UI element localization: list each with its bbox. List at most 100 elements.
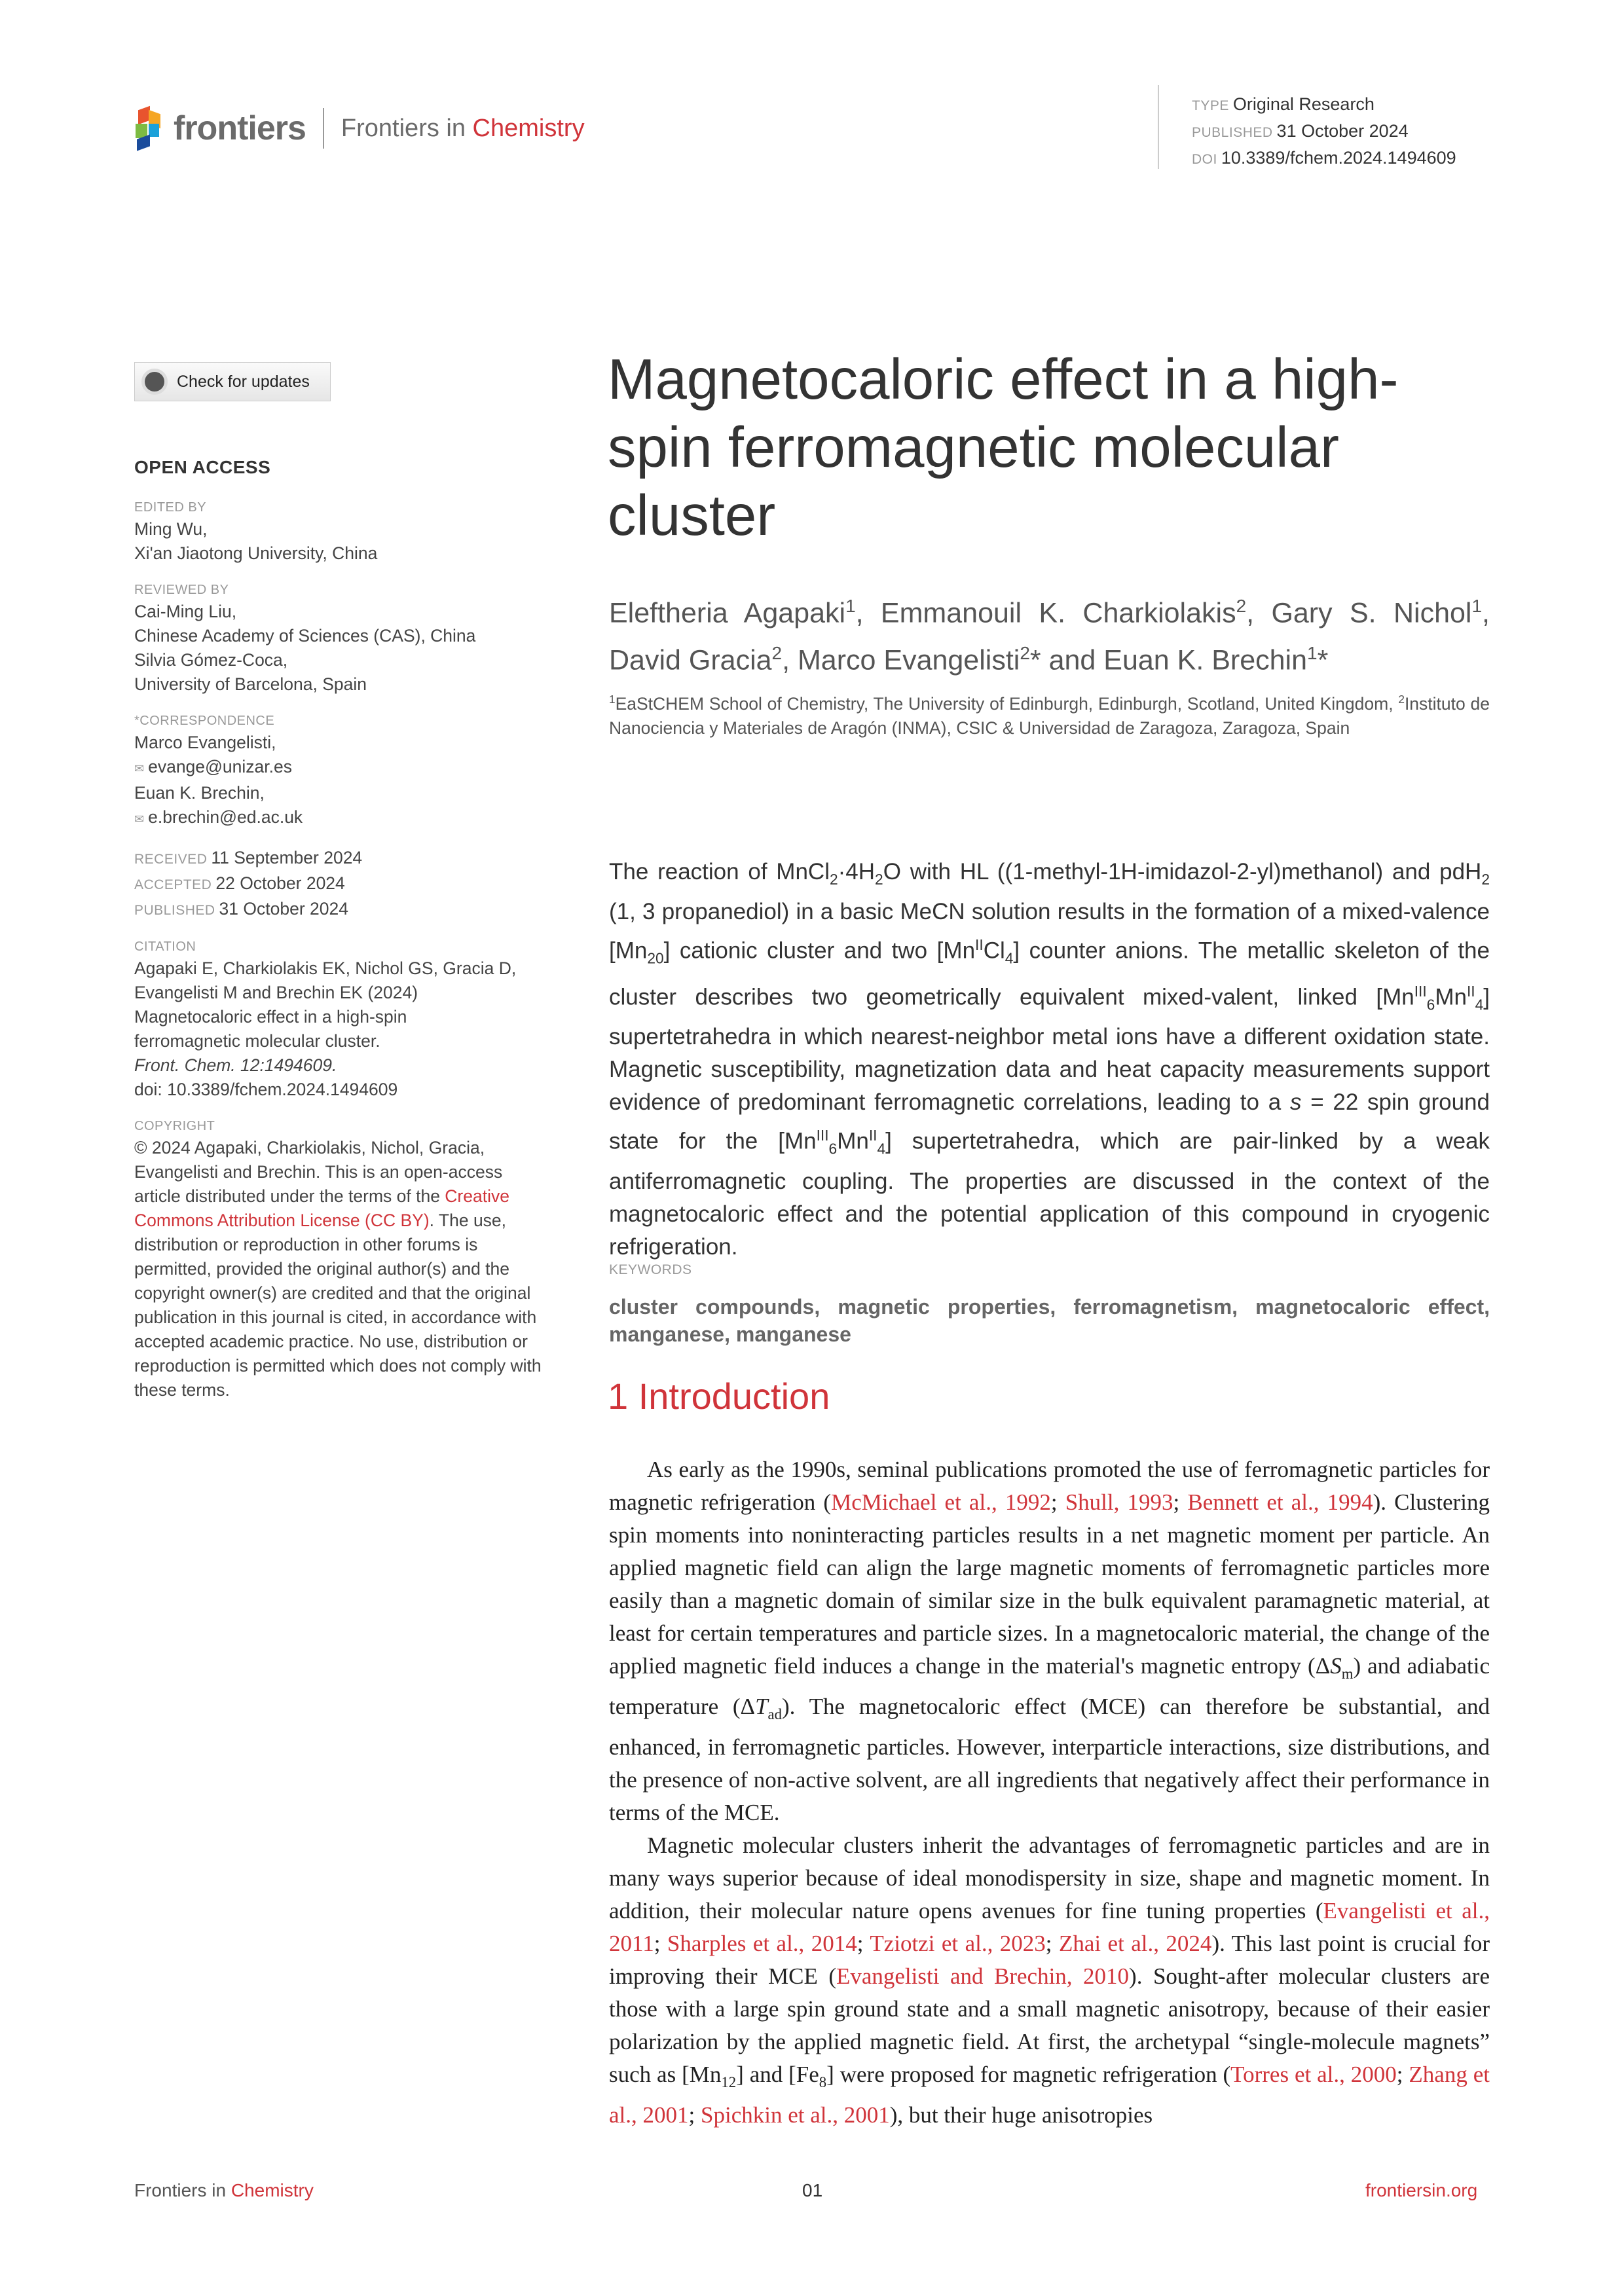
text-run: ). The magnetocaloric effect (MCE) can t… — [609, 1694, 1490, 1825]
text-run: ] supertetrahedra in which nearest-neigh… — [609, 984, 1490, 1116]
text-run: 2 — [1236, 596, 1247, 616]
text-run: S — [1330, 1653, 1342, 1679]
text-run: 6 — [1426, 996, 1435, 1013]
text-run: , Gary S. Nichol — [1246, 597, 1472, 629]
frontiers-logo[interactable]: frontiers Frontiers in Chemistry — [134, 105, 585, 151]
citation-link[interactable]: Evangelisti et al., 2011 — [609, 1898, 1490, 1956]
text-run: 2 — [829, 871, 838, 888]
text-run: Eleftheria Agapaki — [609, 597, 846, 629]
cc-by-license-link[interactable]: Creative Commons Attribution License (CC… — [134, 1186, 509, 1230]
text-run: Mn — [837, 1128, 869, 1154]
text-run: 6 — [828, 1140, 838, 1157]
article-doi: DOI 10.3389/fchem.2024.1494609 — [1192, 148, 1456, 168]
text-run: 20 — [647, 949, 664, 967]
copyright: COPYRIGHT © 2024 Agapaki, Charkiolakis, … — [134, 1119, 542, 1400]
citation-link[interactable]: Evangelisti and Brechin, 2010 — [836, 1963, 1130, 1989]
header-divider — [1158, 85, 1159, 169]
article-title: Magnetocaloric effect in a high-spin fer… — [608, 348, 1399, 547]
footer-journal: Frontiers in Chemistry — [134, 2180, 314, 2200]
text-run: 1 — [1471, 596, 1483, 616]
logo-divider — [322, 108, 324, 149]
crossmark-icon — [141, 369, 168, 395]
section-heading: 1 Introduction — [608, 1376, 830, 1417]
text-run: , David Gracia — [609, 597, 1490, 676]
citation: CITATION Agapaki E, Charkiolakis EK, Nic… — [134, 939, 517, 1099]
citation-link[interactable]: Zhang et al., 2001 — [609, 2062, 1490, 2128]
text-run: III — [1414, 982, 1427, 1000]
text-run: ; — [1045, 1931, 1059, 1956]
text-run: * — [1317, 644, 1329, 676]
email-link[interactable]: evange@unizar.es — [134, 755, 553, 781]
text-run: The reaction of MnCl — [609, 859, 830, 884]
text-run: 2 — [875, 871, 883, 888]
text-run: 1 — [609, 693, 616, 706]
text-run: s — [1289, 1089, 1302, 1116]
text-run: , Marco Evangelisti — [782, 644, 1020, 676]
text-run: ). Sought-after molecular clusters are t… — [609, 1963, 1490, 2087]
journal-name: Frontiers in Chemistry — [341, 114, 585, 142]
footer-site-link[interactable]: frontiersin.org — [1365, 2180, 1478, 2200]
text-run: ] supertetrahedra, which are pair-linked… — [609, 1128, 1490, 1260]
text-run: ·4H — [838, 859, 876, 884]
text-run: EaStCHEM School of Chemistry, The Univer… — [615, 693, 1399, 714]
text-run: As early as the 1990s, seminal publicati… — [609, 1457, 1490, 1515]
text-run: 2 — [771, 643, 783, 664]
citation-link[interactable]: Torres et al., 2000 — [1230, 2062, 1397, 2087]
citation-link[interactable]: Spichkin et al., 2001 — [701, 2102, 890, 2128]
correspondence: *CORRESPONDENCE Marco Evangelisti, evang… — [134, 711, 553, 831]
text-run: = 22 spin ground state for the [Mn — [609, 1089, 1490, 1154]
reviewed-by: REVIEWED BY Cai-Ming Liu, Chinese Academy… — [134, 583, 476, 694]
text-run: 2 — [1398, 693, 1405, 706]
keywords-label: KEYWORDS — [609, 1262, 692, 1277]
text-run: 4 — [1475, 996, 1484, 1013]
authors: Eleftheria Agapaki1, Emmanouil K. Charki… — [609, 586, 1490, 681]
citation-link[interactable]: Bennett et al., 1994 — [1187, 1489, 1373, 1515]
text-run: ), but their huge anisotropies — [889, 2102, 1153, 2128]
text-run: III — [816, 1127, 829, 1144]
logo-wordmark: frontiers — [174, 109, 306, 147]
dates: RECEIVED 11 September 2024 ACCEPTED 22 Oct… — [134, 848, 363, 919]
citation-link[interactable]: McMichael et al., 1992 — [831, 1489, 1051, 1515]
citation-link[interactable]: Tziotzi et al., 2023 — [870, 1931, 1046, 1956]
citation-link[interactable]: Shull, 1993 — [1065, 1489, 1173, 1515]
check-for-updates-button[interactable]: Check for updates — [134, 362, 331, 401]
text-run: Mn — [1435, 984, 1467, 1010]
text-run: ; — [1396, 2062, 1409, 2087]
text-run: ) and adiabatic temperature (Δ — [609, 1653, 1490, 1719]
article-type: TYPE Original Research — [1192, 94, 1375, 114]
text-run: O with HL ((1-methyl-1H-imidazol-2-yl)me… — [883, 859, 1482, 884]
body-text: As early as the 1990s, seminal publicati… — [609, 1453, 1490, 2132]
text-run: ; — [688, 2102, 701, 2128]
text-run: 1 — [1307, 643, 1318, 664]
text-run: 4 — [1005, 949, 1014, 967]
text-run: m — [1341, 1666, 1354, 1682]
text-run: Magnetic molecular clusters inherit the … — [609, 1832, 1490, 1923]
email-link[interactable]: e.brechin@ed.ac.uk — [134, 805, 553, 831]
text-run: ; — [654, 1931, 667, 1956]
text-run: 12 — [721, 2074, 737, 2090]
abstract: The reaction of MnCl2·4H2O with HL ((1-m… — [609, 856, 1490, 1264]
edited-by: EDITED BY Ming Wu, Xi'an Jiaotong Univer… — [134, 500, 378, 563]
text-run: ; — [857, 1931, 870, 1956]
text-run: Cl — [983, 938, 1005, 964]
text-run: , Emmanouil K. Charkiolakis — [855, 597, 1236, 629]
text-run: II — [868, 1127, 877, 1144]
text-run: (1, 3 propanediol) in a basic MeCN solut… — [609, 899, 1490, 964]
page-number: 01 — [802, 2180, 823, 2200]
citation-link[interactable]: Zhai et al., 2024 — [1058, 1931, 1212, 1956]
text-run: ad — [767, 1706, 783, 1722]
frontiers-logo-icon — [134, 105, 166, 151]
text-run: 1 — [845, 596, 856, 616]
text-run: * and Euan K. Brechin — [1029, 644, 1308, 676]
paragraph: Magnetic molecular clusters inherit the … — [609, 1829, 1490, 2132]
text-run: ] and [Fe — [736, 2062, 819, 2087]
text-run: 8 — [819, 2074, 827, 2090]
text-run: T — [755, 1694, 768, 1719]
text-run: II — [975, 936, 984, 953]
text-run: ). This last point is crucial for improv… — [609, 1931, 1490, 1989]
check-for-updates-label: Check for updates — [177, 372, 310, 391]
citation-link[interactable]: Sharples et al., 2014 — [667, 1931, 857, 1956]
text-run: II — [1466, 982, 1475, 1000]
text-run: 2 — [1481, 871, 1490, 888]
open-access-label: OPEN ACCESS — [134, 457, 271, 477]
